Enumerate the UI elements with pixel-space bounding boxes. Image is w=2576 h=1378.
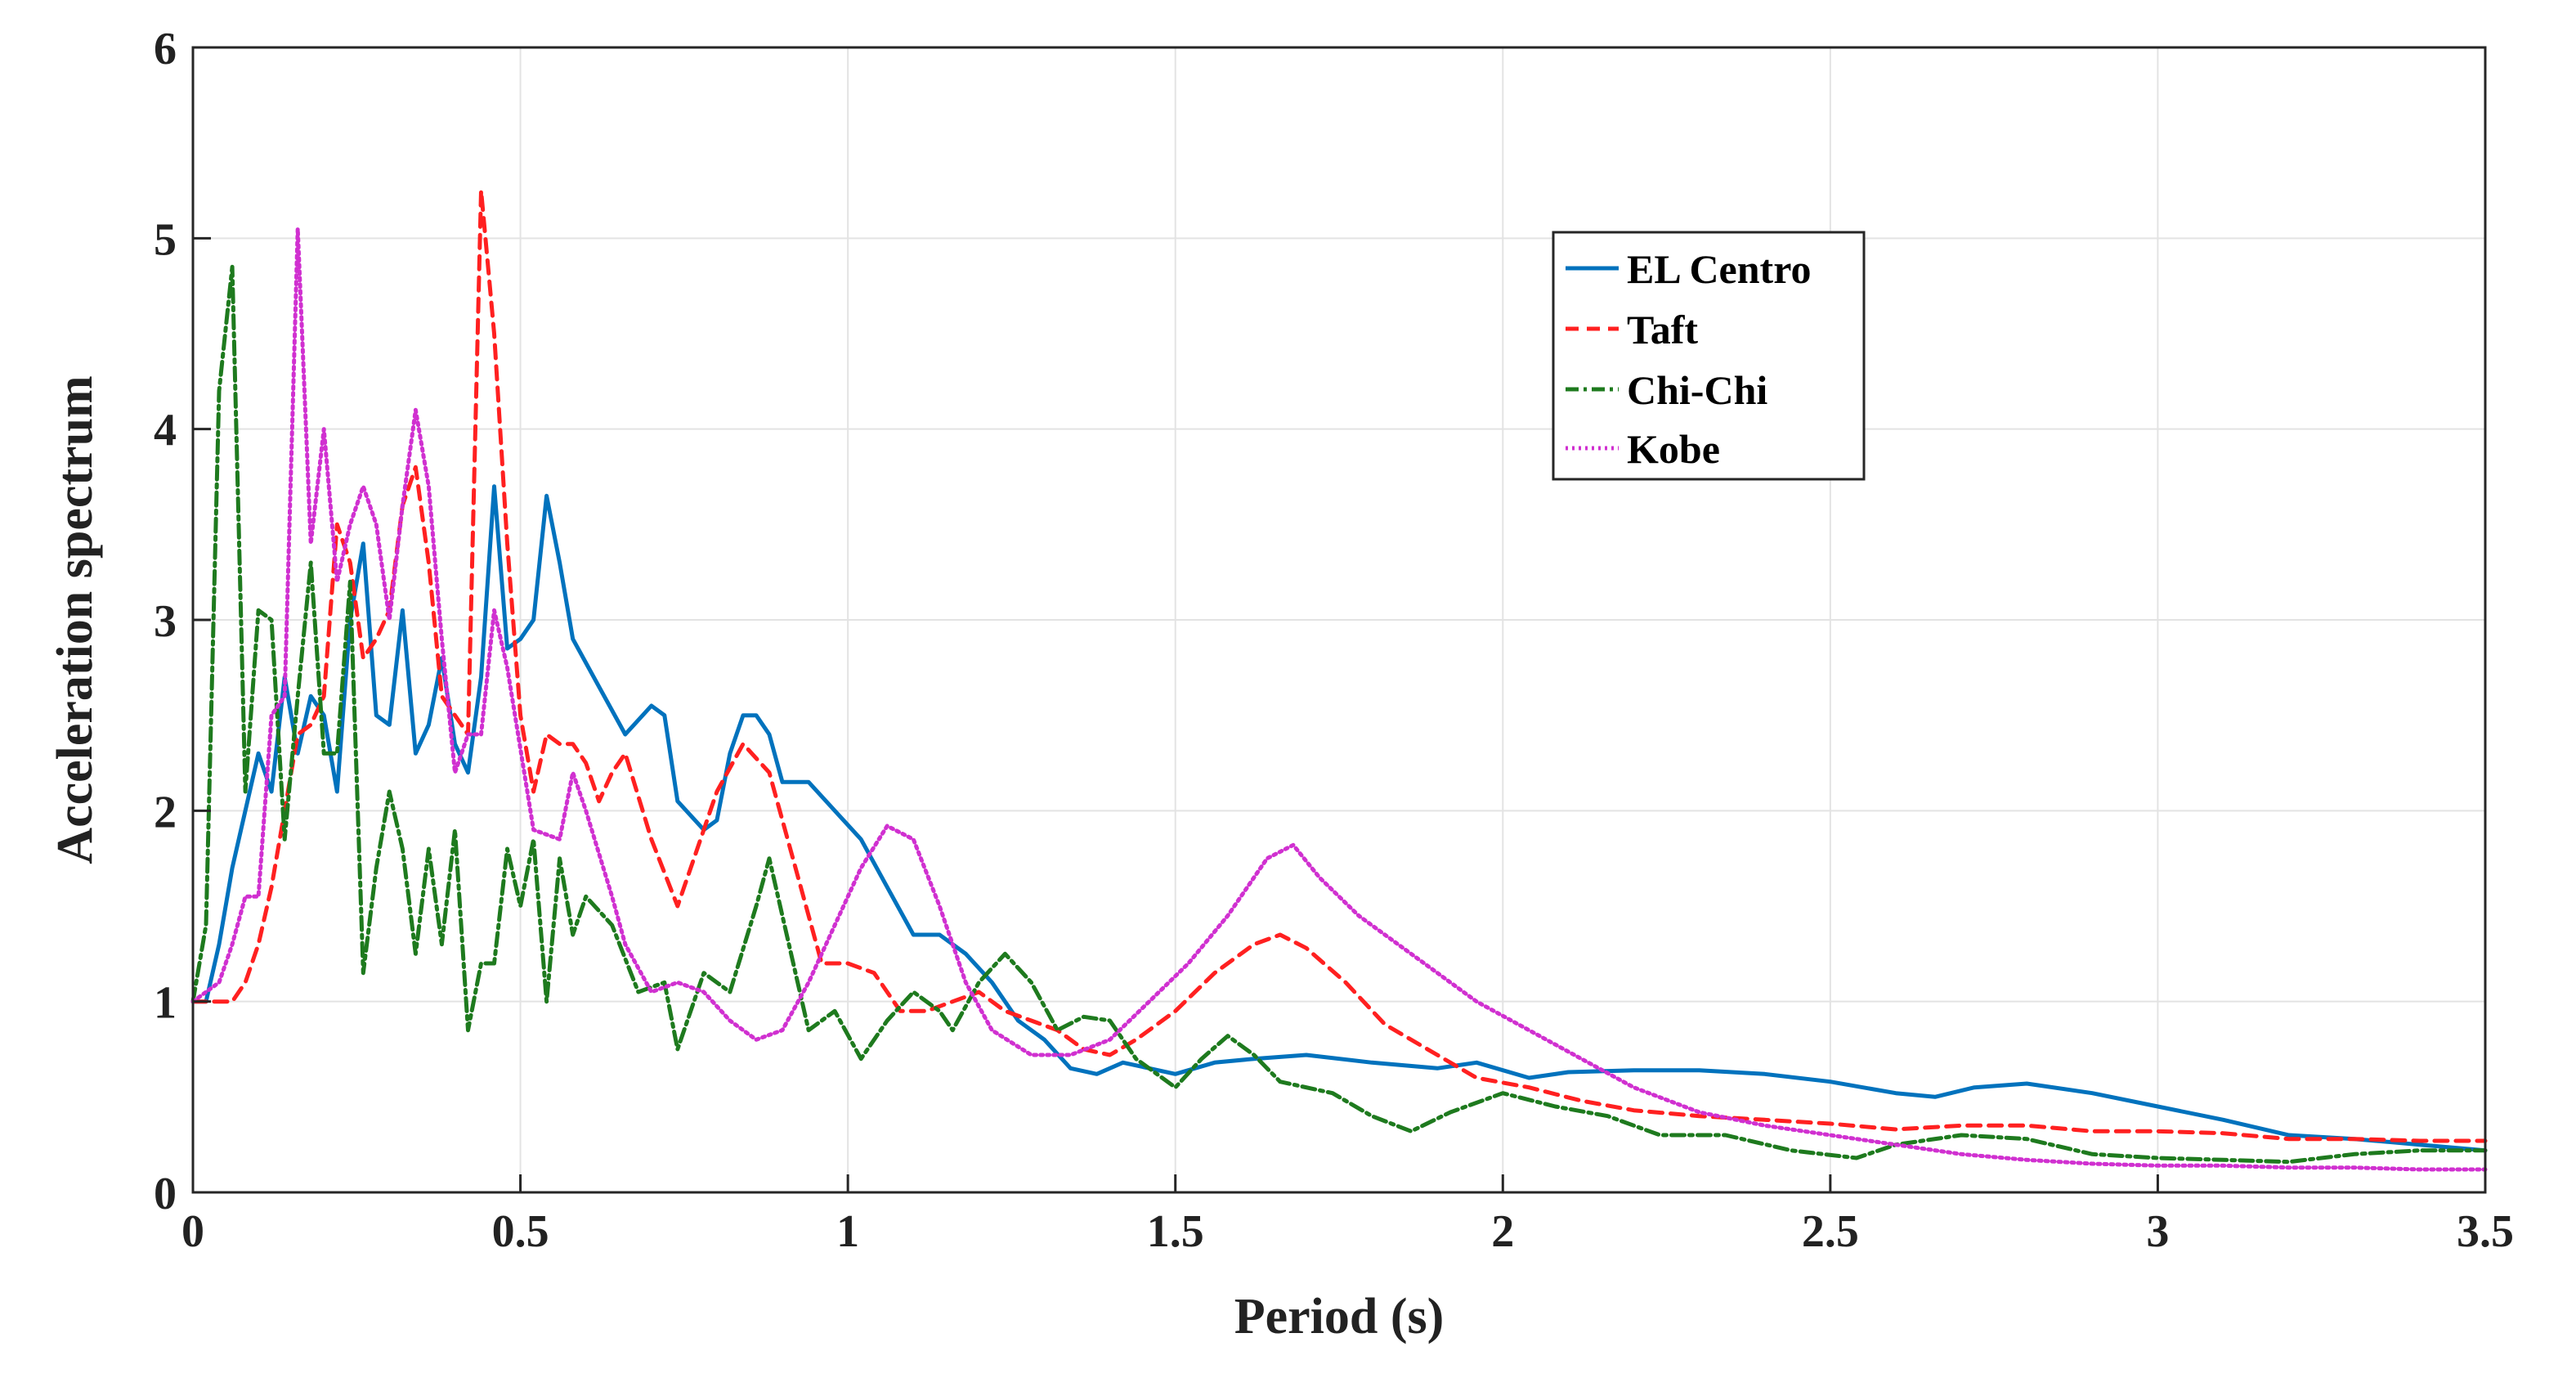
y-tick-label: 5 [154,214,177,265]
y-tick-label: 3 [154,596,177,647]
series-line-taft [190,188,2488,1143]
legend-label-chi-chi: Chi-Chi [1627,367,1767,413]
x-axis-title: Period (s) [1234,1289,1445,1344]
y-tick-label: 0 [154,1169,177,1219]
series-line-chi-chi [190,264,2488,1165]
series-line-kobe [190,227,2488,1172]
y-tick-label: 4 [154,406,177,456]
x-tick-label: 2.5 [1802,1206,1859,1257]
y-tick-label: 2 [154,787,177,837]
legend: EL Centro Taft Chi-Chi Kobe [1552,231,1866,481]
legend-label-taft: Taft [1627,307,1698,352]
y-tick-label: 6 [154,24,177,74]
series-line-el-centro [190,484,2488,1153]
y-axis-title: Acceleration spectrum [47,375,103,864]
x-tick-label: 2 [1491,1206,1514,1257]
x-tick-label: 3 [2146,1206,2169,1257]
legend-label-el-centro: EL Centro [1627,246,1812,292]
legend-label-kobe: Kobe [1627,426,1720,472]
legend-box [1552,231,1866,481]
x-tick-label: 3.5 [2457,1206,2514,1257]
y-tick-label: 1 [154,978,177,1029]
x-tick-label: 0.5 [492,1206,549,1257]
series-lines [190,188,2488,1172]
x-tick-label: 0 [181,1206,204,1257]
x-tick-label: 1.5 [1147,1206,1204,1257]
x-tick-label: 1 [836,1206,859,1257]
ticks: 0 0.5 1 1.5 2 2.5 3 3.5 0 1 2 3 4 5 6 [154,24,2514,1257]
